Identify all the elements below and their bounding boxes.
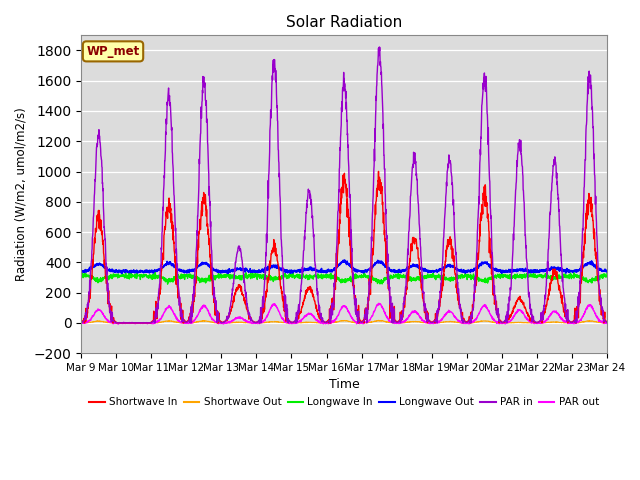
Line: Longwave In: Longwave In [81, 271, 607, 284]
Longwave Out [360, 269, 367, 275]
Longwave Out [603, 269, 611, 275]
Shortwave Out [78, 320, 86, 326]
Longwave Out [497, 269, 505, 275]
Shortwave Out [497, 320, 505, 325]
PAR out [77, 320, 85, 326]
Longwave Out [118, 271, 125, 276]
Longwave In [371, 277, 379, 283]
Longwave In [497, 273, 505, 279]
Shortwave Out [374, 317, 382, 323]
Longwave In [77, 274, 85, 279]
Longwave Out [557, 267, 564, 273]
Y-axis label: Radiation (W/m2, umol/m2/s): Radiation (W/m2, umol/m2/s) [15, 108, 28, 281]
PAR out [375, 300, 383, 306]
Title: Solar Radiation: Solar Radiation [286, 15, 402, 30]
PAR in [603, 320, 611, 325]
Longwave In [360, 273, 367, 279]
Shortwave In [572, 314, 579, 320]
PAR out [371, 308, 378, 313]
Longwave Out [572, 268, 579, 274]
PAR in [371, 158, 378, 164]
Line: PAR out: PAR out [81, 303, 607, 324]
PAR out [114, 321, 122, 327]
PAR out [557, 316, 564, 322]
Longwave Out [77, 268, 85, 274]
Shortwave Out [224, 320, 232, 326]
PAR in [359, 319, 367, 324]
Line: Shortwave In: Shortwave In [81, 171, 607, 323]
X-axis label: Time: Time [329, 378, 360, 391]
PAR in [113, 320, 120, 326]
Shortwave In [359, 318, 367, 324]
Line: Longwave Out: Longwave Out [81, 260, 607, 274]
PAR in [224, 316, 232, 322]
Shortwave In [497, 318, 505, 324]
PAR out [224, 320, 232, 326]
Shortwave In [77, 319, 85, 325]
Longwave In [557, 273, 564, 279]
Shortwave In [603, 319, 611, 324]
Longwave In [164, 281, 172, 287]
Longwave In [225, 273, 232, 278]
Shortwave Out [603, 320, 611, 325]
Shortwave Out [557, 320, 564, 325]
Line: PAR in: PAR in [81, 47, 607, 323]
Longwave In [151, 268, 159, 274]
PAR in [77, 320, 85, 325]
Shortwave Out [359, 320, 367, 326]
Shortwave In [371, 217, 378, 223]
Legend: Shortwave In, Shortwave Out, Longwave In, Longwave Out, PAR in, PAR out: Shortwave In, Shortwave Out, Longwave In… [85, 393, 603, 411]
Longwave Out [371, 260, 379, 266]
Longwave Out [224, 271, 232, 276]
PAR in [557, 252, 564, 258]
Text: WP_met: WP_met [86, 45, 140, 58]
Line: Shortwave Out: Shortwave Out [81, 320, 607, 323]
Shortwave Out [572, 320, 579, 325]
Longwave In [572, 272, 579, 277]
Shortwave Out [371, 318, 378, 324]
Shortwave In [374, 168, 382, 174]
Longwave Out [341, 257, 349, 263]
Shortwave In [224, 315, 232, 321]
Shortwave In [81, 320, 88, 326]
PAR out [572, 320, 579, 326]
Longwave In [603, 271, 611, 276]
PAR in [572, 318, 579, 324]
PAR in [497, 319, 505, 325]
Shortwave In [557, 295, 564, 300]
PAR out [603, 321, 611, 326]
Shortwave Out [77, 320, 85, 325]
PAR in [376, 44, 383, 50]
PAR out [497, 320, 505, 326]
PAR out [359, 321, 367, 327]
